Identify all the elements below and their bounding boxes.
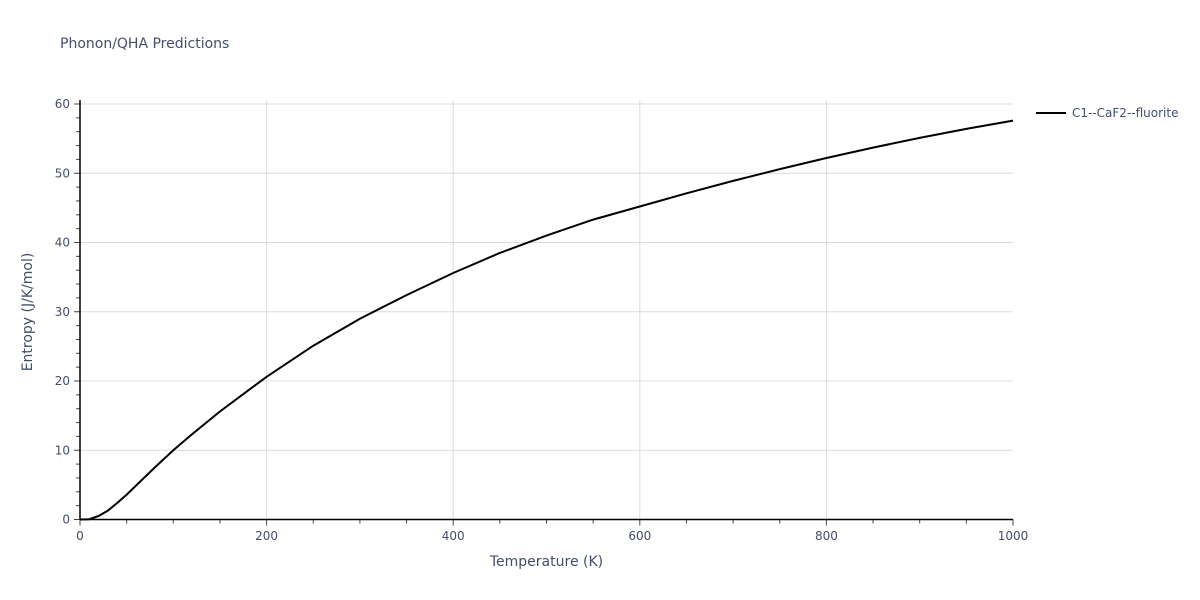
x-tick-label: 400: [442, 529, 465, 543]
gridlines: [80, 100, 1013, 520]
legend-line-icon: [1036, 112, 1066, 114]
y-axis-label: Entropy (J/K/mol): [20, 252, 36, 372]
x-tick-label: 800: [815, 529, 838, 543]
y-tick-label: 0: [62, 513, 70, 527]
x-tick-label: 1000: [998, 529, 1029, 543]
y-tick-label: 20: [55, 374, 70, 388]
legend-label: C1--CaF2--fluorite: [1072, 106, 1179, 120]
x-axis-label-text: Temperature (K): [489, 554, 604, 570]
x-tick-label: 0: [76, 529, 84, 543]
x-tick-label: 600: [628, 529, 651, 543]
legend-item[interactable]: C1--CaF2--fluorite: [1036, 106, 1178, 120]
x-tick-label: 200: [255, 529, 278, 543]
series-line-c1-caf2-fluorite[interactable]: [79, 119, 1014, 521]
axes: [74, 100, 1014, 526]
y-tick-label: 10: [55, 443, 70, 457]
x-axis-label: Temperature (K): [0, 554, 1093, 570]
y-tick-label: 50: [55, 166, 70, 180]
y-tick-label: 60: [55, 97, 70, 111]
chart-title: Phonon/QHA Predictions: [60, 36, 230, 52]
y-tick-label: 30: [55, 305, 70, 319]
y-tick-label: 40: [55, 236, 70, 250]
